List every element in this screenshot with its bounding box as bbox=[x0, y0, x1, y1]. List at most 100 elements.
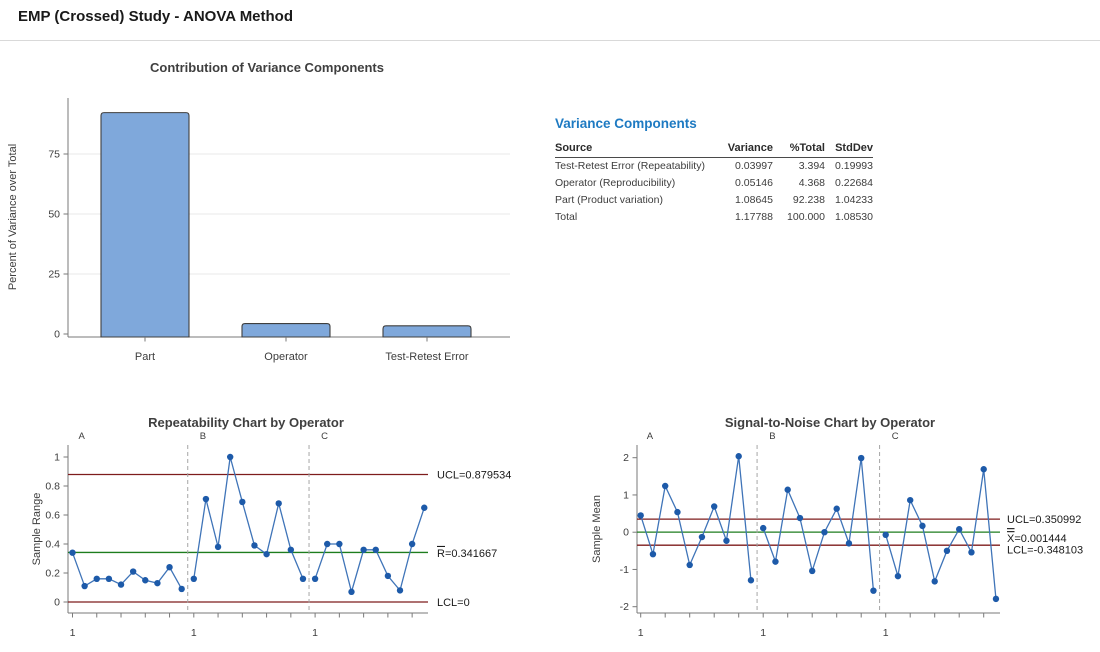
operator-label: C bbox=[892, 431, 899, 442]
table-cell: 92.238 bbox=[792, 193, 825, 206]
data-point[interactable] bbox=[796, 514, 804, 522]
data-point[interactable] bbox=[408, 540, 416, 548]
variance-components-section: Variance Components Source Variance %Tot… bbox=[555, 116, 885, 225]
y-tick-label: 0.6 bbox=[45, 510, 60, 522]
data-point[interactable] bbox=[117, 581, 125, 588]
data-point[interactable] bbox=[698, 533, 706, 541]
data-point[interactable] bbox=[649, 550, 657, 558]
data-point[interactable] bbox=[348, 588, 355, 596]
operator-label: B bbox=[200, 431, 206, 442]
data-point[interactable] bbox=[931, 578, 938, 585]
data-point[interactable] bbox=[287, 546, 295, 553]
data-point[interactable] bbox=[760, 524, 767, 532]
x-category-label: Operator bbox=[264, 351, 308, 363]
data-point[interactable] bbox=[772, 558, 779, 565]
bar-test-retest-error[interactable] bbox=[382, 325, 472, 338]
table-cell: Part (Product variation) bbox=[555, 193, 663, 206]
data-point[interactable] bbox=[166, 564, 173, 571]
y-tick-label: 1 bbox=[623, 489, 629, 501]
data-point[interactable] bbox=[360, 546, 367, 553]
data-point[interactable] bbox=[735, 453, 742, 460]
page-title: EMP (Crossed) Study - ANOVA Method bbox=[18, 8, 294, 25]
data-point[interactable] bbox=[311, 575, 319, 582]
bar-part[interactable] bbox=[100, 112, 190, 338]
data-point[interactable] bbox=[275, 500, 282, 507]
data-point[interactable] bbox=[251, 542, 258, 549]
data-point[interactable] bbox=[821, 529, 828, 536]
data-point[interactable] bbox=[980, 466, 987, 473]
data-point[interactable] bbox=[662, 482, 669, 490]
y-tick-label: 1 bbox=[54, 452, 60, 464]
y-tick-label: -2 bbox=[620, 601, 629, 613]
table-cell: 3.394 bbox=[798, 160, 825, 173]
data-point[interactable] bbox=[421, 504, 428, 511]
data-point[interactable] bbox=[637, 512, 644, 519]
data-point[interactable] bbox=[178, 585, 185, 593]
variance-components-table: Source Variance %Total StdDev Test-Retes… bbox=[555, 140, 873, 225]
data-point[interactable] bbox=[907, 496, 914, 504]
table-row: Total 1.17788 100.000 1.08530 bbox=[555, 208, 873, 225]
data-point[interactable] bbox=[142, 577, 149, 584]
y-axis-label: Sample Mean bbox=[591, 495, 603, 563]
data-point[interactable] bbox=[93, 575, 100, 582]
x-tick-label: 1 bbox=[70, 627, 76, 639]
data-point[interactable] bbox=[154, 579, 161, 587]
data-point[interactable] bbox=[81, 582, 88, 590]
table-cell: Operator (Reproducibility) bbox=[555, 177, 676, 190]
data-point[interactable] bbox=[226, 453, 234, 461]
y-tick-label: 0 bbox=[54, 597, 60, 609]
x-category-label: Test-Retest Error bbox=[385, 351, 468, 363]
y-tick-label: 0.2 bbox=[45, 568, 60, 580]
x-category-label: Part bbox=[135, 351, 155, 363]
data-point[interactable] bbox=[299, 575, 307, 582]
data-point[interactable] bbox=[214, 543, 222, 551]
bar-operator[interactable] bbox=[241, 322, 331, 338]
table-row: Operator (Reproducibility) 0.05146 4.368 0.… bbox=[555, 175, 873, 192]
ucl-label: UCL=0.350992 bbox=[1007, 514, 1081, 526]
data-point[interactable] bbox=[882, 531, 889, 539]
data-point[interactable] bbox=[105, 575, 113, 582]
center-label: R=0.341667 bbox=[437, 548, 497, 560]
data-point[interactable] bbox=[723, 537, 730, 544]
data-point[interactable] bbox=[870, 587, 877, 594]
data-point[interactable] bbox=[919, 522, 926, 530]
data-point[interactable] bbox=[747, 577, 755, 584]
data-point[interactable] bbox=[396, 587, 404, 594]
data-point[interactable] bbox=[263, 550, 270, 558]
data-point[interactable] bbox=[784, 486, 791, 493]
data-point[interactable] bbox=[809, 567, 816, 575]
operator-label: A bbox=[79, 431, 86, 442]
data-point[interactable] bbox=[372, 546, 379, 553]
data-point[interactable] bbox=[711, 503, 718, 510]
data-point[interactable] bbox=[129, 568, 137, 575]
data-point[interactable] bbox=[69, 549, 76, 556]
data-point[interactable] bbox=[858, 454, 865, 462]
ucl-label: UCL=0.879534 bbox=[437, 469, 511, 481]
data-point[interactable] bbox=[324, 540, 331, 548]
operator-label: C bbox=[321, 431, 328, 442]
table-cell: 0.22684 bbox=[835, 177, 873, 190]
data-point[interactable] bbox=[968, 549, 975, 556]
data-point[interactable] bbox=[239, 498, 246, 506]
data-point[interactable] bbox=[845, 540, 853, 547]
data-point[interactable] bbox=[956, 526, 963, 533]
table-cell: Test-Retest Error (Repeatability) bbox=[555, 160, 705, 173]
data-point[interactable] bbox=[190, 575, 197, 582]
data-point[interactable] bbox=[686, 561, 693, 569]
data-point[interactable] bbox=[943, 547, 951, 555]
data-point[interactable] bbox=[202, 495, 210, 503]
data-point[interactable] bbox=[833, 505, 840, 512]
lcl-label: LCL=-0.348103 bbox=[1007, 545, 1083, 557]
data-point[interactable] bbox=[384, 572, 392, 580]
column-header-pct-total: %Total bbox=[773, 140, 825, 158]
data-point[interactable] bbox=[674, 508, 681, 516]
series-line-A bbox=[71, 552, 183, 590]
lcl-label: LCL=0 bbox=[437, 597, 470, 609]
y-axis-label: Sample Range bbox=[31, 493, 43, 566]
data-point[interactable] bbox=[336, 540, 343, 548]
data-point[interactable] bbox=[992, 595, 1000, 603]
table-cell: 0.19993 bbox=[835, 160, 873, 173]
column-header-source: Source bbox=[555, 140, 717, 158]
data-point[interactable] bbox=[894, 572, 902, 580]
